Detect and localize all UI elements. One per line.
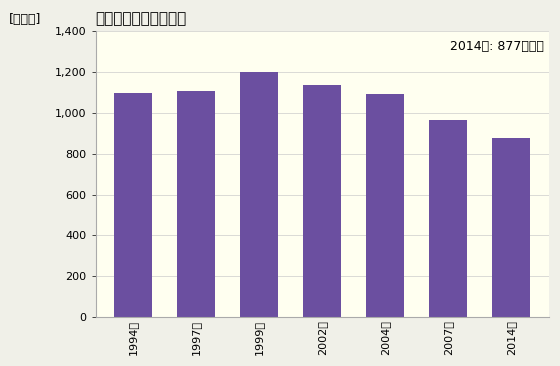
Y-axis label: [事業所]: [事業所]: [9, 13, 41, 26]
Bar: [178, 91, 215, 317]
Bar: [304, 85, 341, 317]
Bar: [114, 93, 152, 317]
Text: 商業の事業所数の推移: 商業の事業所数の推移: [96, 11, 187, 26]
Bar: [240, 72, 278, 317]
Bar: [430, 120, 467, 317]
Bar: [492, 138, 530, 317]
Text: 2014年: 877事業所: 2014年: 877事業所: [450, 40, 544, 53]
Bar: [366, 94, 404, 317]
